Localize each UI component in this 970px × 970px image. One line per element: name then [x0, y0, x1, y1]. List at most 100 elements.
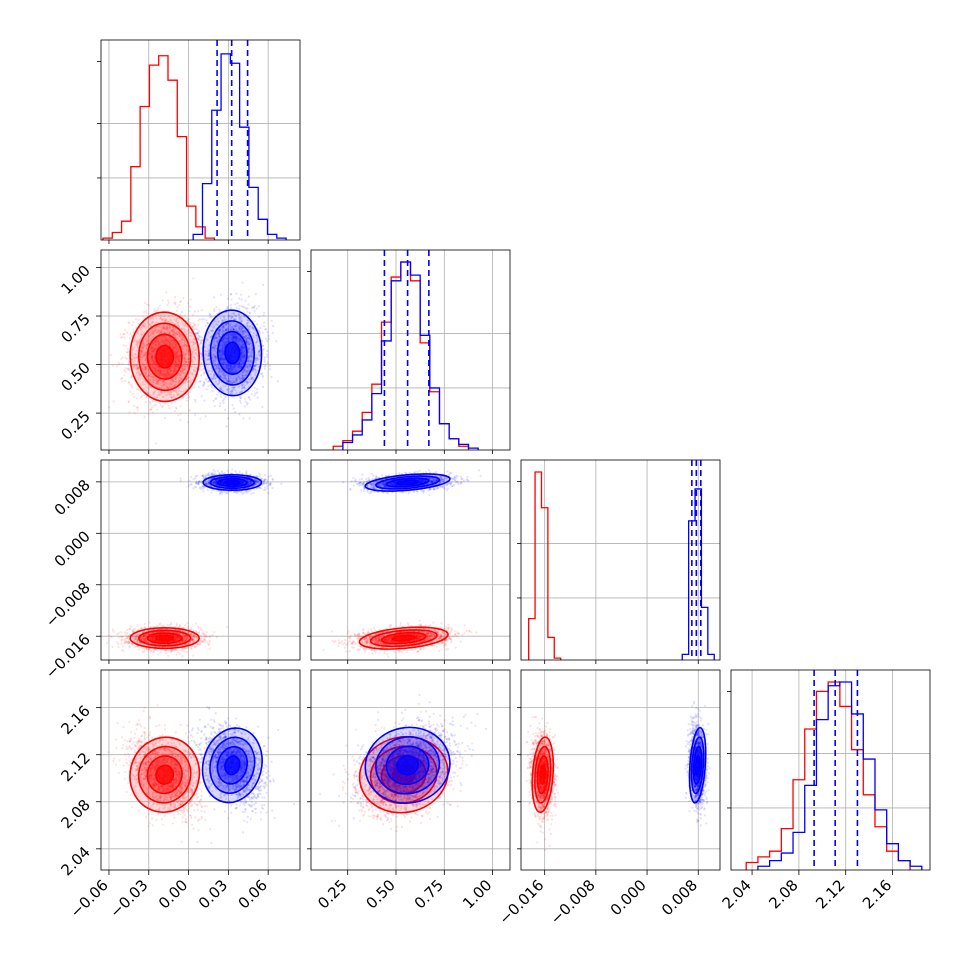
- sample-point: [171, 321, 174, 324]
- sample-point: [124, 328, 127, 331]
- sample-point: [132, 321, 135, 324]
- sample-point: [186, 376, 189, 379]
- sample-point: [180, 314, 183, 317]
- sample-point: [169, 341, 172, 344]
- sample-point: [134, 356, 137, 359]
- sample-point: [183, 358, 186, 361]
- sample-point: [173, 333, 176, 336]
- sample-point: [163, 373, 166, 377]
- sample-point: [158, 367, 161, 370]
- sample-point: [150, 331, 153, 334]
- sample-point: [191, 326, 194, 329]
- sample-point: [131, 630, 134, 633]
- sample-point: [149, 408, 152, 411]
- sample-point: [166, 370, 169, 373]
- sample-point: [131, 392, 135, 395]
- sample-point: [133, 364, 136, 367]
- sample-point: [138, 376, 141, 379]
- sample-point: [176, 351, 179, 354]
- sample-point: [156, 408, 159, 411]
- sample-point: [172, 379, 175, 382]
- sample-point: [162, 340, 165, 343]
- sample-point: [127, 363, 130, 367]
- sample-point: [330, 630, 334, 633]
- sample-point: [143, 365, 146, 368]
- sample-point: [175, 318, 178, 321]
- sample-point: [188, 338, 191, 341]
- sample-point: [440, 622, 443, 625]
- sample-point: [393, 651, 396, 654]
- sample-point: [177, 381, 181, 384]
- sample-point: [142, 342, 146, 345]
- sample-point: [169, 380, 172, 383]
- sample-point: [449, 637, 452, 640]
- sample-point: [122, 344, 125, 347]
- sample-point: [176, 306, 179, 309]
- sample-point: [183, 357, 186, 360]
- sample-point: [200, 641, 203, 644]
- sample-point: [132, 365, 135, 368]
- sample-point: [200, 369, 203, 372]
- sample-point: [178, 355, 181, 358]
- sample-point: [226, 625, 229, 629]
- sample-point: [177, 365, 180, 368]
- sample-point: [151, 400, 154, 403]
- sample-point: [142, 354, 145, 357]
- sample-point: [475, 631, 478, 634]
- sample-point: [121, 362, 124, 365]
- sample-point: [147, 648, 150, 651]
- sample-point: [151, 358, 154, 361]
- sample-point: [168, 370, 171, 373]
- sample-point: [152, 391, 155, 394]
- sample-point: [120, 631, 123, 634]
- sample-point: [438, 649, 441, 653]
- sample-point: [147, 303, 150, 307]
- sample-point: [195, 380, 198, 383]
- sample-point: [190, 331, 193, 334]
- sample-point: [174, 378, 177, 381]
- sample-point: [143, 368, 147, 371]
- sample-point: [183, 340, 186, 343]
- sample-point: [333, 641, 336, 644]
- sample-point: [121, 380, 124, 383]
- sample-point: [140, 333, 143, 336]
- sample-point: [158, 623, 161, 626]
- sample-point: [201, 365, 204, 368]
- sample-point: [147, 412, 150, 415]
- sample-point: [168, 327, 172, 330]
- sample-point: [337, 639, 340, 642]
- sample-point: [168, 393, 171, 396]
- sample-point: [185, 344, 188, 347]
- sample-point: [126, 367, 129, 370]
- sample-point: [172, 385, 175, 388]
- sample-point: [140, 327, 143, 330]
- sample-point: [165, 335, 168, 339]
- sample-point: [176, 351, 179, 354]
- sample-point: [153, 364, 156, 367]
- sample-point: [344, 643, 348, 646]
- sample-point: [208, 639, 211, 642]
- sample-point: [128, 628, 131, 631]
- sample-point: [145, 312, 148, 315]
- sample-point: [182, 397, 185, 400]
- sample-point: [191, 325, 194, 328]
- sample-point: [132, 365, 136, 368]
- sample-point: [163, 317, 166, 320]
- sample-point: [140, 352, 143, 355]
- sample-point: [131, 324, 134, 327]
- sample-point: [174, 364, 177, 367]
- sample-point: [192, 346, 196, 349]
- sample-point: [168, 393, 171, 396]
- sample-point: [155, 381, 159, 384]
- sample-point: [136, 406, 139, 409]
- sample-point: [149, 650, 152, 653]
- sample-point: [152, 399, 155, 402]
- sample-point: [154, 339, 157, 342]
- sample-point: [165, 374, 168, 377]
- sample-point: [204, 636, 207, 639]
- sample-point: [187, 625, 190, 628]
- sample-point: [150, 356, 153, 359]
- sample-point: [157, 382, 160, 386]
- sample-point: [178, 334, 181, 337]
